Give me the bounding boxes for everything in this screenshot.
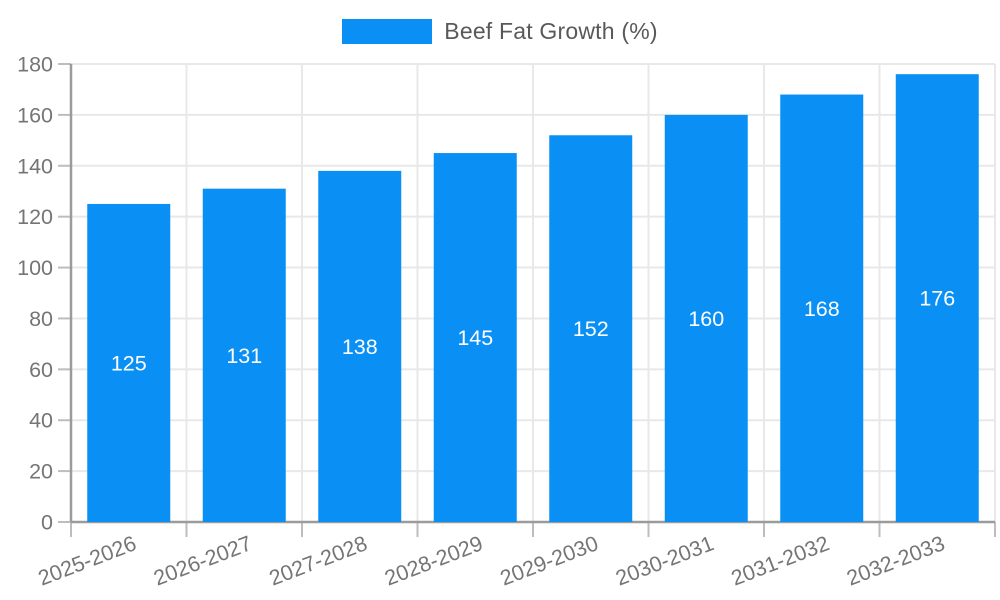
bar-value-label: 138 [342, 335, 378, 359]
bar-value-label: 131 [226, 344, 262, 368]
x-tick-label: 2031-2032 [728, 531, 833, 590]
bar [318, 170, 402, 522]
legend-swatch [342, 19, 433, 44]
bar [433, 153, 517, 523]
chart-legend[interactable]: Beef Fat Growth (%) [0, 18, 1000, 45]
x-tick-label: 2032-2033 [843, 531, 948, 590]
y-tick-label: 160 [17, 103, 53, 127]
y-tick-label: 60 [29, 358, 53, 382]
x-tick-label: 2027-2028 [266, 531, 371, 590]
x-tick-label: 2028-2029 [381, 531, 486, 590]
bar [202, 188, 286, 522]
bar-value-label: 125 [111, 351, 147, 375]
y-tick-label: 100 [17, 256, 53, 280]
x-tick-label: 2029-2030 [497, 531, 602, 590]
y-tick-label: 20 [29, 460, 53, 484]
legend-label: Beef Fat Growth (%) [444, 18, 658, 44]
bar [780, 94, 864, 523]
bar-value-label: 168 [804, 297, 840, 321]
bar-value-label: 152 [573, 317, 609, 341]
y-tick-label: 180 [17, 53, 53, 77]
bar [549, 135, 633, 522]
y-tick-label: 120 [17, 205, 53, 229]
bar [87, 203, 171, 522]
y-tick-label: 140 [17, 154, 53, 178]
y-tick-label: 0 [41, 511, 53, 535]
bar-value-label: 160 [688, 307, 724, 331]
x-tick-label: 2030-2031 [612, 531, 717, 590]
bar [895, 74, 979, 522]
bar-value-label: 176 [919, 287, 955, 311]
bar-value-label: 145 [457, 326, 493, 350]
x-tick-label: 2026-2027 [150, 531, 255, 590]
y-tick-label: 40 [29, 409, 53, 433]
x-tick-label: 2025-2026 [35, 531, 140, 590]
y-tick-label: 80 [29, 307, 53, 331]
bar [664, 114, 748, 522]
